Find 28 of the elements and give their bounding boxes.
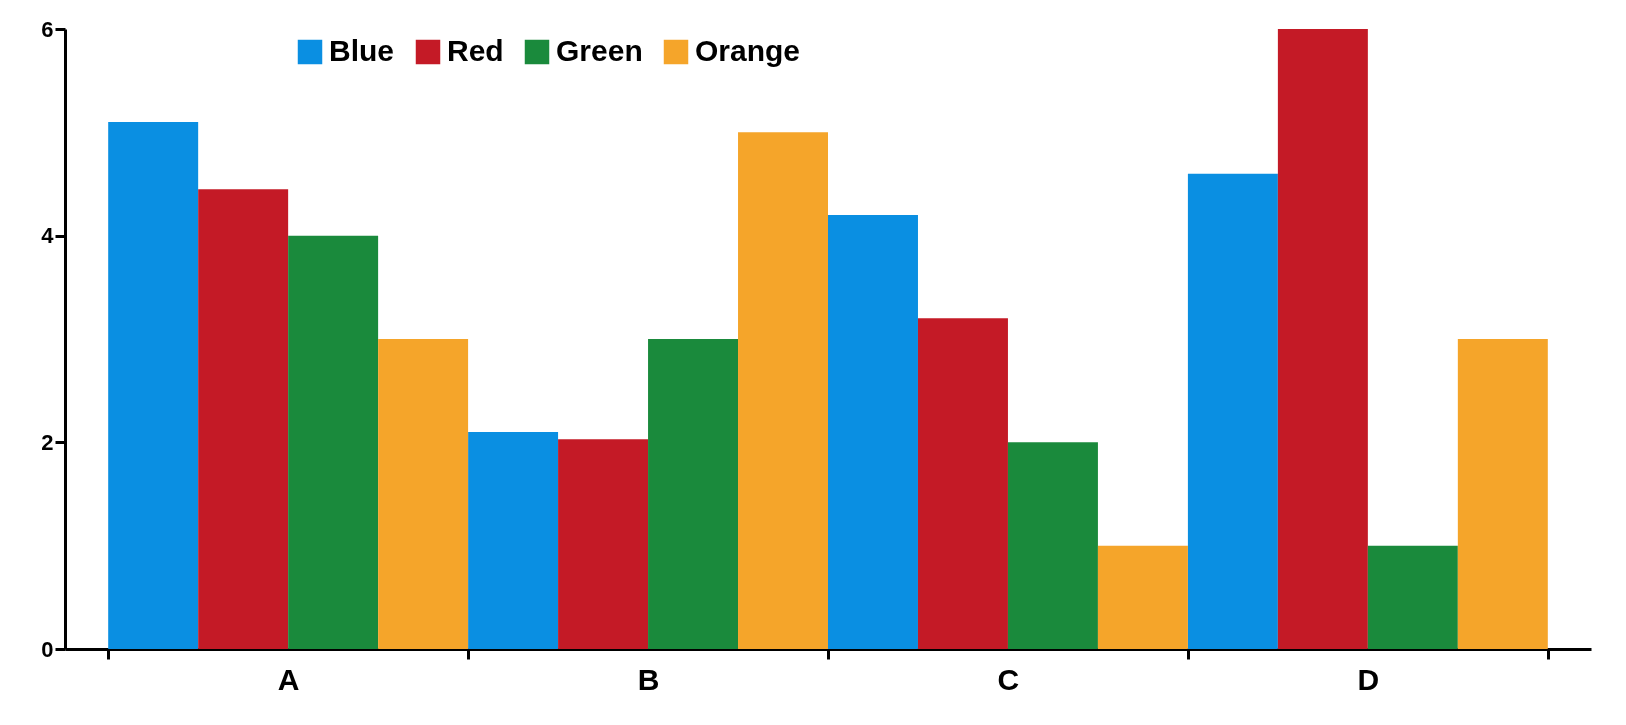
x-tick-label: D [1357,662,1380,696]
bar [1457,339,1548,649]
bar [828,215,918,649]
bar [738,132,828,649]
bar [1367,545,1458,649]
y-tick-label: 0 [41,636,54,662]
legend-label: Green [556,34,643,67]
bar [1097,545,1188,649]
legend-label: Red [447,34,504,67]
bar [917,318,1008,649]
bar [1277,29,1368,649]
y-tick-label: 4 [41,223,55,249]
x-tick-label: A [277,662,300,696]
y-tick-label: 2 [41,429,54,455]
bar [468,432,559,649]
y-tick-label: 6 [41,16,54,42]
bar [1007,442,1098,649]
bar [288,235,379,649]
x-tick-label: C [997,662,1020,696]
bar [1187,173,1278,649]
bar [378,339,469,649]
bar [198,189,289,649]
x-tick-label: B [637,662,660,696]
legend-label: Orange [695,34,801,67]
bar [558,439,649,649]
bar [648,339,739,649]
legend-label: Blue [329,34,395,67]
bar [108,122,199,649]
